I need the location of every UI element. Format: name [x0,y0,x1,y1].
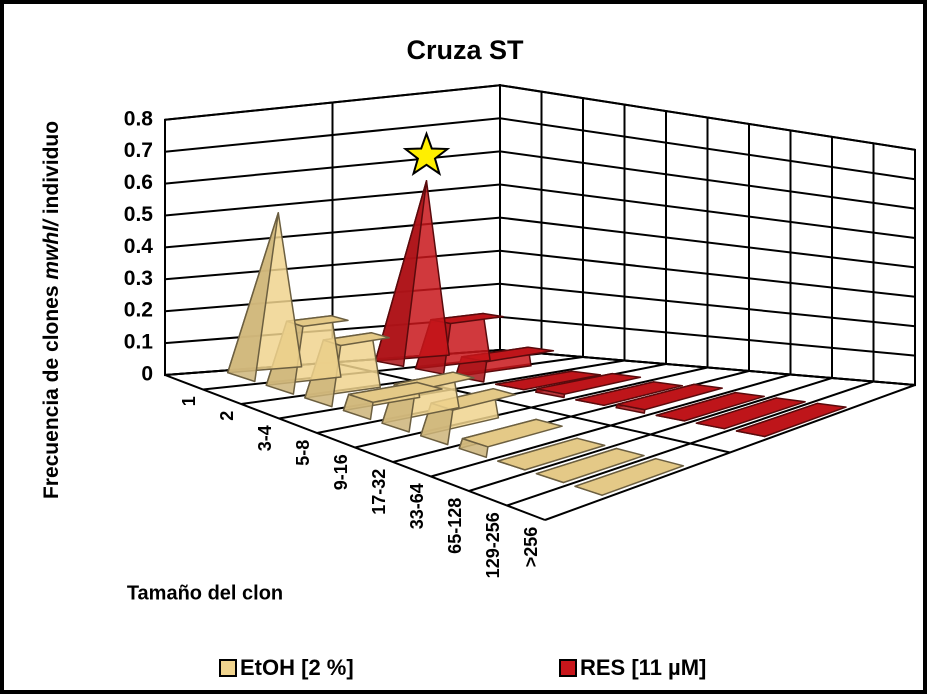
bar [735,402,847,438]
bar-top-face [285,315,349,328]
x-tick-label: 33-64 [407,483,427,529]
y-axis-title-part: Frecuencia de clones [40,280,63,499]
bar-top-face [575,381,684,407]
bar [374,180,450,368]
bar-top-face [616,383,723,411]
bar-top-face [536,372,642,395]
y-tick-label: 0.5 [124,203,154,226]
bar [575,381,684,407]
bar [495,370,602,391]
star [402,130,451,177]
floor-line [332,361,731,454]
bar [574,457,685,496]
bar-top-face [461,418,563,448]
bar-top-face [574,457,685,496]
grid-line [164,150,916,210]
legend-swatch [559,659,577,677]
grid-line [164,117,916,181]
y-tick-label: 0 [141,363,153,386]
x-tick-label: 1 [179,396,199,406]
x-tick-label: 5-8 [293,440,313,466]
bar-top-face [695,397,806,430]
bar-top-face [497,437,606,471]
x-tick-label: >256 [521,527,541,568]
bar-top-face [655,391,765,422]
floor-line [164,374,546,521]
y-axis-title-part: individuo [40,121,63,220]
bar-front-face [226,212,280,383]
grid-line [164,183,916,239]
y-axis-title: Frecuencia de clones mwhl/ individuo [40,121,63,499]
bar [458,418,563,459]
y-tick-label: 0.2 [124,299,153,322]
bar [342,381,443,421]
grid-line [164,84,916,151]
x-tick-label: 129-256 [483,512,503,578]
bar-top-face [347,381,443,404]
legend-swatch [219,659,237,677]
bar [655,391,765,422]
y-axis-title-part: mwhl/ [40,218,63,280]
bar-top-face [495,370,602,391]
bar-top-face [735,402,847,438]
bar-top-face [535,447,645,484]
x-tick-label: 2 [217,411,237,421]
y-tick-label: 0.3 [124,267,153,290]
y-tick-label: 0.6 [124,171,153,194]
bar [615,383,723,414]
y-tick-label: 0.8 [124,107,154,130]
bar [226,212,303,383]
bar [535,447,645,484]
bar [695,397,806,430]
legend-label: EtOH [2 %] [240,655,354,680]
chart-title: Cruza ST [406,35,524,65]
x-tick-label: 17-32 [369,469,389,515]
bar [535,372,642,399]
x-tick-label: 65-128 [445,498,465,554]
x-tick-label: 3-4 [255,425,275,451]
bar [497,437,606,471]
y-tick-label: 0.7 [124,139,153,162]
bar-front-face [374,180,428,368]
x-axis-title: Tamaño del clon [127,582,283,604]
y-tick-label: 0.1 [124,331,154,354]
legend-label: RES [11 µM] [580,655,706,680]
y-tick-label: 0.4 [124,235,154,258]
x-tick-label: 9-16 [331,454,351,490]
